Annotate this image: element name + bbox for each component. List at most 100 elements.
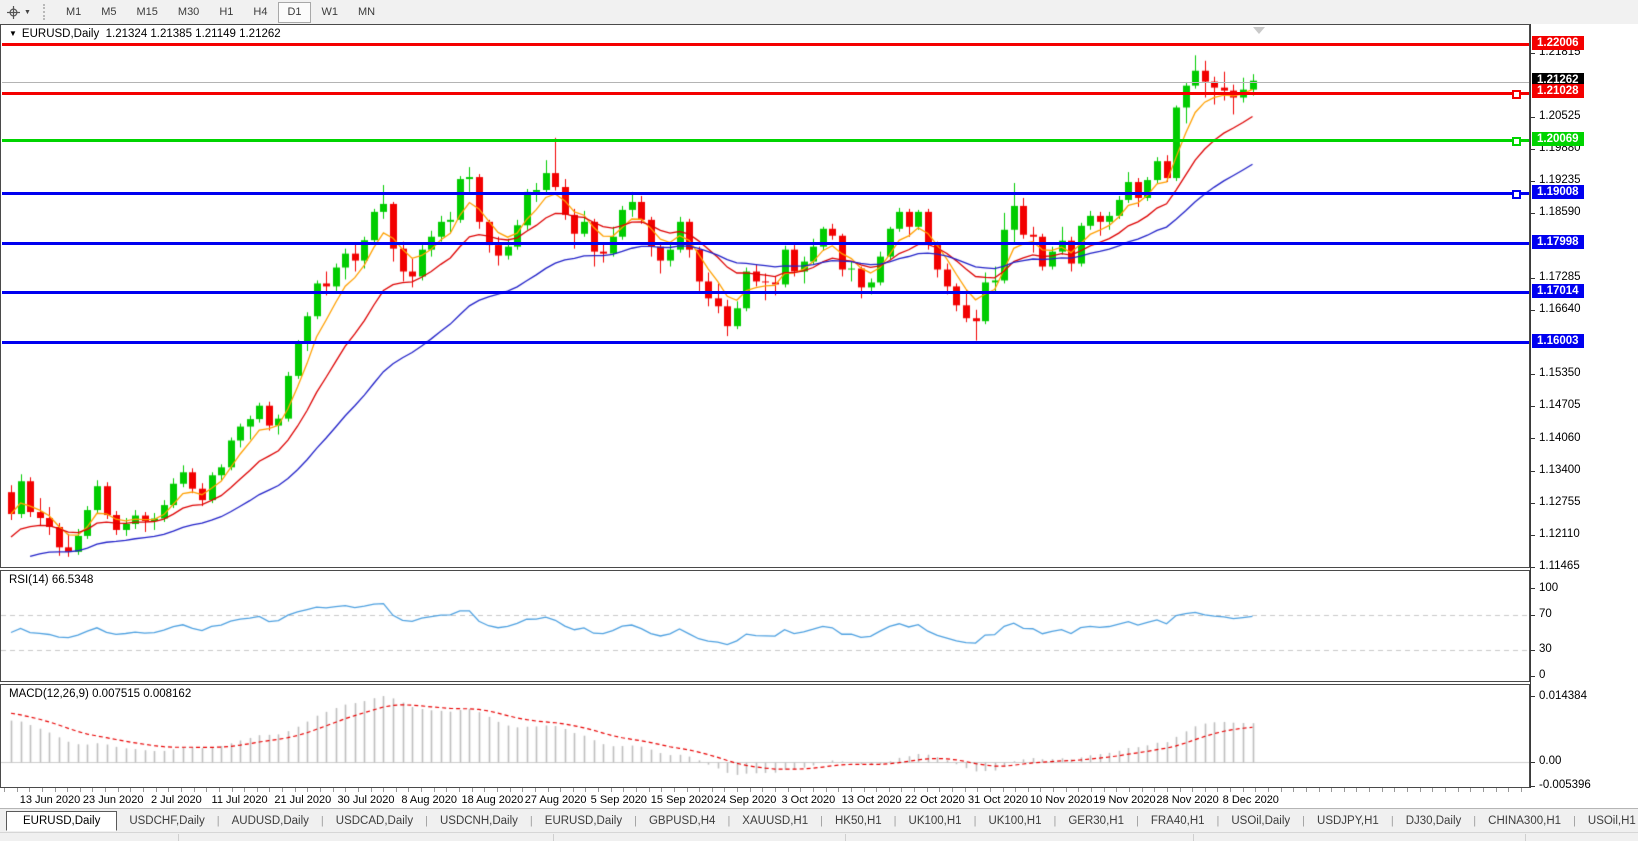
status-divider: [553, 834, 554, 841]
date-axis-tick: [724, 788, 726, 792]
chart-title-caret-icon[interactable]: ▼: [9, 29, 17, 38]
date-axis-tick: [180, 788, 182, 792]
date-axis-tick: [850, 788, 852, 792]
date-axis-tick: [496, 788, 498, 792]
date-axis-tick: [1293, 788, 1295, 792]
hline-1.17014[interactable]: [2, 291, 1529, 295]
chart-tab-0-EURUSDDaily[interactable]: EURUSD,Daily: [6, 811, 118, 831]
chart-tab-15-DJ30Daily[interactable]: DJ30,Daily: [1405, 815, 1462, 827]
timeframe-button-M15[interactable]: M15: [136, 5, 158, 18]
rsi-label: RSI(14) 66.5348: [9, 574, 94, 586]
chart-tab-6-GBPUSDH4[interactable]: GBPUSD,H4: [648, 815, 716, 827]
chart-tab-14-USDJPYH1[interactable]: USDJPY,H1: [1317, 815, 1379, 827]
chevron-down-icon[interactable]: ▼: [24, 8, 31, 16]
price-axis-tick: [1531, 148, 1535, 150]
chart-tab-9-UK100H1[interactable]: UK100,H1: [908, 815, 962, 827]
timeframe-button-M30[interactable]: M30: [177, 5, 200, 18]
rsi-axis-tick: [1531, 588, 1535, 590]
price-axis-label: 1.11465: [1539, 560, 1580, 573]
date-axis-tick: [711, 788, 713, 792]
date-axis-tick: [269, 788, 271, 792]
current-price-line: [2, 81, 1529, 83]
timeframe-button-H4[interactable]: H4: [253, 5, 268, 18]
rsi-axis-label: 100: [1539, 581, 1559, 594]
macd-axis-tick: [1531, 696, 1535, 698]
chart-area: ▼ EURUSD,Daily 1.21324 1.21385 1.21149 1.…: [0, 24, 1638, 808]
macd-label: MACD(12,26,9) 0.007515 0.008162: [9, 688, 192, 700]
date-axis-label: 31 Oct 2020: [968, 794, 1028, 806]
cursor-tool-button[interactable]: ▼: [0, 0, 37, 24]
chart-tab-3-USDCADDaily[interactable]: USDCAD,Daily: [335, 815, 414, 827]
date-axis-tick: [661, 788, 663, 792]
date-axis-tick: [838, 788, 840, 792]
price-axis-label: 1.14705: [1539, 399, 1581, 412]
rsi-axis-label: 70: [1539, 608, 1552, 620]
date-axis-tick: [1495, 788, 1497, 792]
date-axis-tick: [876, 788, 878, 792]
chart-tab-4-USDCNHDaily[interactable]: USDCNH,Daily: [439, 815, 518, 827]
hline-1.19008[interactable]: [2, 190, 1529, 200]
chart-tab-12-FRA40H1[interactable]: FRA40,H1: [1150, 815, 1205, 827]
chart-shift-marker[interactable]: [1253, 27, 1265, 34]
timeframe-button-M5[interactable]: M5: [101, 5, 117, 18]
date-axis-label: 11 Jul 2020: [211, 794, 268, 806]
date-axis-tick: [610, 788, 612, 792]
timeframe-button-D1[interactable]: D1: [278, 1, 311, 23]
tab-separator: |: [727, 815, 731, 827]
price-axis-label: 1.12755: [1539, 496, 1581, 509]
date-axis-tick: [1444, 788, 1446, 792]
chart-tab-13-USOilDaily[interactable]: USOil,Daily: [1231, 815, 1291, 827]
date-axis-tick: [509, 788, 511, 792]
hline-price-box-1.20069: 1.20069: [1532, 131, 1584, 146]
chart-tab-2-AUDUSDDaily[interactable]: AUDUSD,Daily: [231, 815, 309, 827]
date-axis-tick: [143, 788, 145, 792]
chart-title: ▼ EURUSD,Daily 1.21324 1.21385 1.21149 1.…: [9, 28, 281, 40]
date-axis-tick: [433, 788, 435, 792]
macd-canvas[interactable]: [1, 685, 1529, 787]
date-axis-tick: [1040, 788, 1042, 792]
hline-1.17998[interactable]: [2, 242, 1529, 246]
date-axis-tick: [1242, 788, 1244, 792]
tab-separator: |: [216, 815, 220, 827]
chart-tab-5-EURUSDDaily[interactable]: EURUSD,Daily: [544, 815, 623, 827]
hline-handle[interactable]: [1512, 137, 1521, 147]
timeframe-button-M1[interactable]: M1: [65, 5, 82, 18]
date-axis-label: 22 Oct 2020: [904, 794, 965, 806]
hline-1.21028[interactable]: [2, 89, 1529, 99]
chart-tab-11-GER30H1[interactable]: GER30,H1: [1068, 815, 1124, 827]
date-axis-tick: [307, 788, 309, 792]
date-axis-tick: [370, 788, 372, 792]
hline-1.16003[interactable]: [2, 341, 1529, 345]
price-axis-tick: [1531, 534, 1535, 536]
date-axis-tick: [775, 788, 777, 792]
date-axis-label: 21 Jul 2020: [274, 794, 332, 806]
hline-1.22006[interactable]: [2, 43, 1529, 47]
timeframe-button-W1[interactable]: W1: [321, 5, 339, 18]
price-axis-tick: [1531, 373, 1535, 375]
date-axis-tick: [1343, 788, 1345, 792]
date-axis-tick: [1356, 788, 1358, 792]
tab-separator: |: [1302, 815, 1306, 827]
date-axis-tick: [4, 788, 5, 792]
chart-tab-10-UK100H1[interactable]: UK100,H1: [988, 815, 1042, 827]
date-axis-label: 18 Aug 2020: [461, 794, 524, 806]
chart-tab-8-HK50H1[interactable]: HK50,H1: [834, 815, 882, 827]
date-axis-tick: [1065, 788, 1067, 792]
chart-tab-1-USDCHFDaily[interactable]: USDCHF,Daily: [129, 815, 205, 827]
timeframe-button-MN[interactable]: MN: [358, 5, 376, 18]
macd-axis-label: -0.005396: [1539, 779, 1591, 792]
date-axis-tick: [787, 788, 789, 792]
price-axis-label: 1.15350: [1539, 367, 1581, 380]
hline-handle[interactable]: [1512, 89, 1521, 99]
rsi-canvas[interactable]: [1, 571, 1529, 681]
rsi-axis-label: 0: [1539, 669, 1546, 682]
chart-tab-7-XAUUSDH1[interactable]: XAUUSD,H1: [742, 815, 809, 827]
date-axis-tick: [459, 788, 461, 792]
chart-tab-16-CHINA300H1[interactable]: CHINA300,H1: [1488, 815, 1562, 827]
crosshair-icon: [6, 5, 21, 20]
hline-handle[interactable]: [1512, 190, 1521, 200]
chart-tab-17-USOilH1[interactable]: USOil,H1: [1587, 815, 1636, 827]
hline-1.20069[interactable]: [2, 137, 1529, 147]
main-chart-canvas[interactable]: [1, 25, 1529, 567]
timeframe-button-H1[interactable]: H1: [219, 5, 234, 18]
